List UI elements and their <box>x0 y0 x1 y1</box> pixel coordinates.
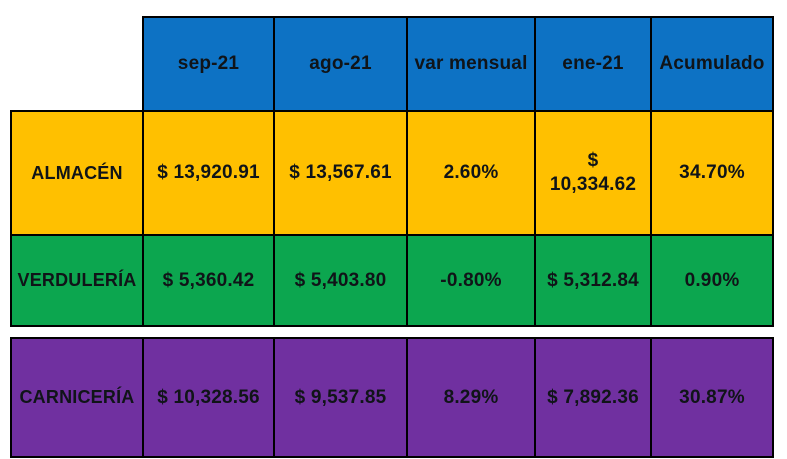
row-label-carniceria: CARNICERÍA <box>10 337 144 458</box>
cell-carniceria-var-mensual: 8.29% <box>406 337 536 458</box>
empty-corner-cell <box>11 17 143 111</box>
cell-verduleria-sep21: $ 5,360.42 <box>142 234 275 327</box>
header-cell-var-mensual: var mensual <box>406 16 536 112</box>
cell-almacen-acumulado: 34.70% <box>650 110 774 236</box>
cell-carniceria-sep21: $ 10,328.56 <box>142 337 275 458</box>
cell-almacen-ago21: $ 13,567.61 <box>273 110 408 236</box>
row-label-almacen: ALMACÉN <box>10 110 144 236</box>
cell-verduleria-ene21: $ 5,312.84 <box>534 234 652 327</box>
header-cell-sep21: sep-21 <box>142 16 275 112</box>
cell-almacen-var-mensual: 2.60% <box>406 110 536 236</box>
cell-verduleria-ago21: $ 5,403.80 <box>273 234 408 327</box>
table-row-carniceria: CARNICERÍA $ 10,328.56 $ 9,537.85 8.29% … <box>10 337 774 458</box>
sales-comparison-table: sep-21 ago-21 var mensual ene-21 Acumula… <box>10 16 774 458</box>
cell-verduleria-var-mensual: -0.80% <box>406 234 536 327</box>
table-row-almacen: ALMACÉN $ 13,920.91 $ 13,567.61 2.60% $ … <box>10 110 774 236</box>
header-cell-ago21: ago-21 <box>273 16 408 112</box>
cell-carniceria-ene21-value: $ 7,892.36 <box>547 386 639 408</box>
spacer-cell <box>11 326 773 338</box>
row-label-verduleria: VERDULERÍA <box>10 234 144 327</box>
cell-verduleria-ene21-value: $ 5,312.84 <box>547 269 639 291</box>
header-row: sep-21 ago-21 var mensual ene-21 Acumula… <box>11 16 774 112</box>
cell-almacen-ene21-value: $ 10,334.62 <box>549 150 637 195</box>
cell-almacen-ene21: $ 10,334.62 <box>534 110 652 236</box>
header-cell-acumulado: Acumulado <box>650 16 774 112</box>
cell-carniceria-acumulado: 30.87% <box>650 337 774 458</box>
cell-carniceria-ago21: $ 9,537.85 <box>273 337 408 458</box>
cell-almacen-sep21: $ 13,920.91 <box>142 110 275 236</box>
cell-carniceria-ene21: $ 7,892.36 <box>534 337 652 458</box>
header-cell-ene21: ene-21 <box>534 16 652 112</box>
row-gap-spacer <box>11 326 773 338</box>
table-row-verduleria: VERDULERÍA $ 5,360.42 $ 5,403.80 -0.80% … <box>10 234 774 327</box>
cell-verduleria-acumulado: 0.90% <box>650 234 774 327</box>
